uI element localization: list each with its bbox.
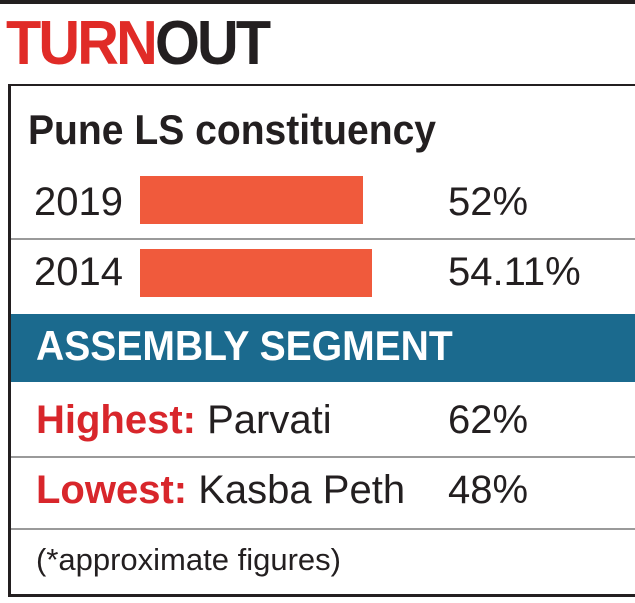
lowest-value: 48% (448, 468, 528, 513)
highest-key: Highest: (36, 398, 196, 442)
assembly-segment-header: ASSEMBLY SEGMENT (36, 322, 453, 370)
row-divider (11, 238, 635, 240)
top-rule (0, 0, 635, 4)
footnote: (*approximate figures) (36, 542, 341, 578)
bar-2014 (140, 249, 372, 297)
highest-name: Parvati (207, 398, 332, 442)
lowest-row: Lowest: Kasba Peth (36, 468, 405, 513)
title-part-black: OUT (155, 9, 268, 78)
bar-2019 (140, 176, 363, 224)
highest-value: 62% (448, 398, 528, 443)
value-label-2019: 52% (448, 180, 528, 225)
row-divider (11, 528, 635, 530)
row-divider (11, 456, 635, 458)
graphic-title: TURNOUT (6, 6, 268, 82)
chart-title: Pune LS constituency (28, 106, 436, 154)
category-label-2019: 2019 (34, 180, 123, 225)
highest-row: Highest: Parvati (36, 398, 332, 443)
value-label-2014: 54.11% (448, 250, 581, 295)
lowest-key: Lowest: (36, 468, 187, 512)
lowest-name: Kasba Peth (198, 468, 405, 512)
title-part-red: TURN (6, 9, 155, 78)
category-label-2014: 2014 (34, 250, 123, 295)
